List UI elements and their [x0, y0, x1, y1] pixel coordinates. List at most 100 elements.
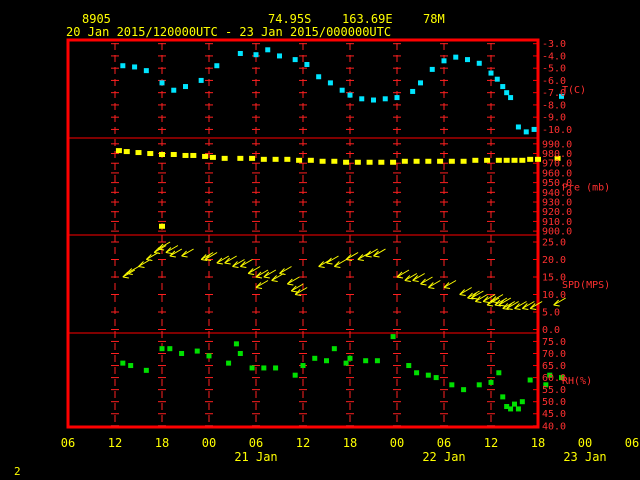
pressure-point	[413, 158, 420, 164]
temperature-point	[214, 63, 220, 69]
wind-barb	[467, 290, 480, 300]
temperature-point	[327, 80, 333, 86]
pressure-point	[401, 158, 408, 164]
wind-barb	[157, 241, 171, 251]
y-tick-label: 25.0	[542, 238, 566, 249]
humidity-point	[347, 355, 353, 361]
wind-barb	[396, 269, 410, 279]
temperature-point	[429, 66, 435, 72]
pressure-point	[147, 151, 154, 157]
wind-barb	[138, 259, 151, 268]
wind-barb	[494, 297, 508, 307]
y-tick-label: 920.0	[542, 207, 572, 218]
temperature-point	[237, 50, 243, 56]
station-latitude: 74.95S	[268, 12, 311, 26]
x-tick-label: 00	[390, 436, 404, 450]
humidity-point	[261, 365, 267, 371]
y-tick-label: 5.0	[542, 308, 560, 319]
wind-barb	[514, 301, 527, 310]
humidity-point	[143, 367, 149, 373]
pressure-point	[115, 148, 122, 154]
humidity-point	[363, 358, 369, 364]
humidity-point	[179, 350, 185, 356]
wind-barb	[412, 273, 425, 282]
temperature-point	[183, 84, 188, 90]
humidity-point	[508, 406, 514, 412]
humidity-point	[476, 382, 482, 388]
humidity-point	[292, 372, 298, 378]
x-date-label: 22 Jan	[422, 450, 465, 464]
wind-barb	[482, 294, 496, 303]
wind-barb	[181, 248, 194, 258]
humidity-point	[120, 360, 126, 366]
humidity-point	[233, 341, 239, 347]
pressure-point	[249, 155, 256, 161]
pressure-point	[221, 155, 228, 161]
y-tick-label: 990.0	[542, 139, 572, 150]
humidity-point	[527, 377, 533, 383]
x-tick-label: 18	[155, 436, 169, 450]
time-range: 20 Jan 2015/120000UTC - 23 Jan 2015/0000…	[66, 25, 391, 39]
x-tick-label: 12	[296, 436, 310, 450]
pressure-point	[190, 152, 197, 158]
page-number: 2	[14, 465, 21, 478]
y-tick-label: 20.0	[542, 255, 566, 266]
temperature-point	[523, 129, 529, 135]
humidity-point	[374, 358, 380, 364]
pressure-point	[472, 157, 479, 163]
temperature-point	[559, 93, 564, 99]
wind-barb	[224, 255, 237, 265]
pressure-point	[503, 157, 510, 163]
temperature-point	[347, 92, 353, 98]
wind-barb	[471, 290, 484, 300]
pressure-point	[159, 151, 165, 157]
temperature-point	[277, 53, 282, 59]
temperature-point	[410, 88, 416, 94]
temperature-point	[488, 70, 494, 76]
wind-barb	[216, 255, 230, 265]
wind-barb	[286, 276, 300, 286]
y-tick-label: -6.0	[542, 76, 566, 87]
pressure-point	[170, 151, 177, 157]
pressure-point	[319, 158, 326, 164]
temperature-point	[504, 90, 510, 96]
y-tick-label: -7.0	[542, 88, 566, 99]
temperature-point	[494, 76, 500, 82]
temperature-point	[476, 60, 482, 66]
y-tick-label: 930.0	[542, 198, 572, 209]
wind-barb	[326, 255, 339, 265]
humidity-point	[312, 355, 318, 361]
pressure-point	[182, 152, 189, 158]
humidity-point	[300, 363, 306, 369]
panel-label-rh: RH(%)	[562, 376, 592, 387]
temperature-point	[418, 80, 423, 86]
wind-barb	[529, 301, 543, 310]
wind-barb	[294, 287, 308, 296]
temperature-point	[198, 77, 204, 83]
humidity-point	[406, 363, 412, 369]
x-tick-label: 12	[484, 436, 498, 450]
temperature-point	[143, 68, 149, 74]
pressure-point	[378, 159, 385, 165]
wind-barb	[169, 248, 183, 258]
temperature-point	[453, 54, 459, 60]
pressure-point	[460, 158, 467, 164]
pressure-point	[527, 156, 534, 162]
x-date-label: 21 Jan	[234, 450, 277, 464]
wind-barb	[271, 273, 284, 282]
x-tick-label: 06	[437, 436, 451, 450]
y-tick-label: 40.0	[542, 421, 566, 432]
station-longitude: 163.69E	[342, 12, 393, 26]
wind-barb	[247, 266, 261, 275]
humidity-point	[500, 394, 506, 400]
temperature-point	[508, 95, 514, 101]
pressure-point	[519, 157, 526, 163]
humidity-point	[496, 370, 502, 376]
panel-label-temp: T(C)	[562, 85, 586, 96]
y-tick-label: 75.0	[542, 337, 566, 348]
y-tick-label: 70.0	[542, 349, 566, 360]
wind-barb	[345, 252, 359, 261]
y-tick-label: 55.0	[542, 385, 566, 396]
wind-barb	[165, 245, 179, 254]
